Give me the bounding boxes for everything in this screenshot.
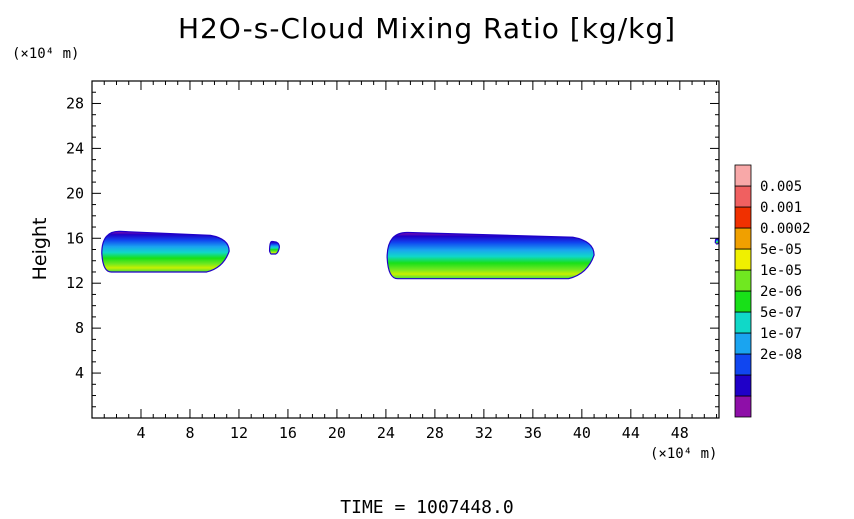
y-tick-label: 12 [66, 274, 84, 292]
y-tick-label: 24 [66, 139, 84, 157]
x-tick-label: 16 [279, 424, 297, 442]
y-tick-labels: 4 8 12 16 20 24 28 [66, 94, 84, 382]
colorbar-swatch [734, 185, 752, 208]
colorbar-swatch [734, 206, 752, 229]
colorbar-swatch [734, 248, 752, 271]
colorbar-label: 5e-05 [760, 242, 802, 258]
colorbar-labels: 0.005 0.001 0.0002 5e-05 1e-05 2e-06 5e-07 1e-0… [760, 179, 811, 363]
colorbar [734, 164, 752, 418]
colorbar-label: 0.005 [760, 179, 802, 195]
y-axis-label: Height [29, 218, 51, 281]
y-tick-label: 4 [75, 364, 84, 382]
colorbar-label: 1e-07 [760, 326, 802, 342]
y-tick-label: 16 [66, 229, 84, 247]
x-tick-label: 32 [475, 424, 493, 442]
cloud-a [101, 230, 230, 273]
colorbar-label: 0.001 [760, 200, 802, 216]
colorbar-swatch [734, 269, 752, 292]
x-axis-unit: (×10⁴ m) [650, 446, 718, 462]
x-tick-label: 28 [426, 424, 444, 442]
colorbar-label: 0.0002 [760, 221, 811, 237]
colorbar-label: 2e-08 [760, 347, 802, 363]
colorbar-swatch [734, 332, 752, 355]
x-tick-label: 36 [524, 424, 542, 442]
cloud-c [386, 231, 595, 280]
y-tick-label: 28 [66, 94, 84, 112]
x-tick-label: 8 [185, 424, 194, 442]
colorbar-label: 1e-05 [760, 263, 802, 279]
colorbar-swatch [734, 374, 752, 397]
colorbar-swatch [734, 227, 752, 250]
y-tick-label: 20 [66, 184, 84, 202]
colorbar-swatch [734, 311, 752, 334]
y-axis-unit: (×10⁴ m) [12, 46, 80, 62]
chart-title: H2O-s-Cloud Mixing Ratio [kg/kg] [177, 12, 677, 45]
colorbar-swatch [734, 395, 752, 418]
x-tick-label: 48 [671, 424, 689, 442]
x-tick-label: 40 [573, 424, 591, 442]
colorbar-swatch [734, 353, 752, 376]
x-tick-label: 20 [328, 424, 346, 442]
axis-ticks [92, 81, 719, 418]
x-tick-label: 4 [136, 424, 145, 442]
time-label: TIME = 1007448.0 [340, 497, 514, 518]
y-tick-label: 8 [75, 319, 84, 337]
x-tick-label: 24 [377, 424, 395, 442]
colorbar-label: 2e-06 [760, 284, 802, 300]
x-tick-label: 12 [230, 424, 248, 442]
cloud-b [268, 240, 280, 255]
colorbar-swatch [734, 164, 752, 187]
x-tick-label: 44 [622, 424, 640, 442]
cloud-layer [101, 230, 720, 280]
colorbar-swatch [734, 290, 752, 313]
x-tick-labels: 4 8 12 16 20 24 28 32 36 40 44 48 [136, 424, 688, 442]
colorbar-label: 5e-07 [760, 305, 802, 321]
